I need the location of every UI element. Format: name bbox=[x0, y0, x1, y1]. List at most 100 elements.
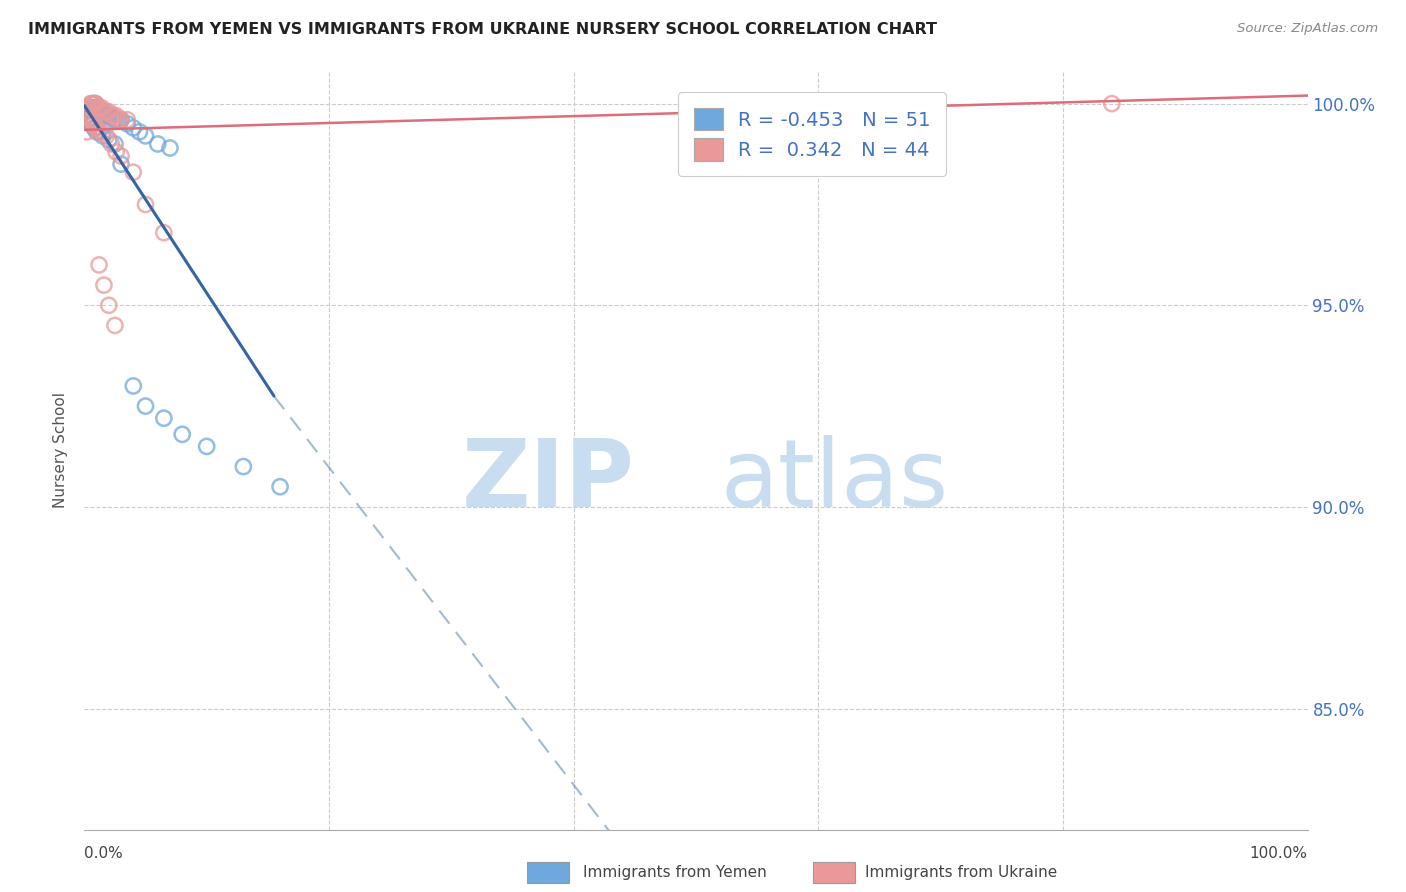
Point bbox=[91, 104, 114, 119]
Point bbox=[87, 101, 110, 115]
Point bbox=[87, 125, 110, 139]
Text: ZIP: ZIP bbox=[463, 434, 636, 527]
Point bbox=[84, 96, 107, 111]
Point bbox=[110, 157, 132, 171]
Point bbox=[100, 136, 122, 151]
Point bbox=[86, 125, 108, 139]
Point bbox=[90, 104, 112, 119]
Point bbox=[110, 149, 132, 163]
Point bbox=[103, 112, 125, 127]
Point bbox=[77, 112, 100, 127]
Point bbox=[80, 96, 103, 111]
Point bbox=[103, 109, 125, 123]
Point bbox=[79, 101, 101, 115]
Point bbox=[91, 128, 114, 143]
Point bbox=[97, 133, 120, 147]
Point bbox=[96, 128, 118, 143]
Point bbox=[77, 101, 100, 115]
Point bbox=[1101, 96, 1123, 111]
Point bbox=[153, 226, 176, 240]
Point bbox=[97, 109, 120, 123]
Point bbox=[96, 104, 118, 119]
Point bbox=[87, 125, 110, 139]
Point bbox=[104, 318, 127, 333]
Point bbox=[83, 120, 105, 135]
Point bbox=[135, 399, 157, 413]
Point bbox=[77, 109, 100, 123]
Point bbox=[84, 120, 107, 135]
Text: atlas: atlas bbox=[720, 434, 949, 527]
Point bbox=[82, 96, 104, 111]
Point bbox=[80, 117, 103, 131]
Point bbox=[79, 112, 101, 127]
Point bbox=[97, 104, 120, 119]
Point bbox=[89, 104, 111, 119]
Point bbox=[110, 112, 132, 127]
Point bbox=[172, 427, 194, 442]
Text: Immigrants from Yemen: Immigrants from Yemen bbox=[583, 865, 768, 880]
Point bbox=[82, 101, 104, 115]
Point bbox=[146, 136, 169, 151]
Point bbox=[82, 117, 104, 131]
Point bbox=[115, 112, 138, 127]
Point bbox=[269, 480, 291, 494]
Text: IMMIGRANTS FROM YEMEN VS IMMIGRANTS FROM UKRAINE NURSERY SCHOOL CORRELATION CHAR: IMMIGRANTS FROM YEMEN VS IMMIGRANTS FROM… bbox=[28, 22, 938, 37]
Point bbox=[83, 96, 105, 111]
Point bbox=[83, 117, 105, 131]
Point bbox=[77, 101, 100, 115]
Legend: R = -0.453   N = 51, R =  0.342   N = 44: R = -0.453 N = 51, R = 0.342 N = 44 bbox=[678, 93, 946, 177]
Point bbox=[107, 112, 129, 127]
Point bbox=[77, 101, 100, 115]
Point bbox=[93, 278, 115, 293]
Text: 100.0%: 100.0% bbox=[1250, 847, 1308, 862]
Point bbox=[122, 165, 145, 179]
Text: 0.0%: 0.0% bbox=[84, 847, 124, 862]
Point bbox=[195, 439, 218, 453]
Point bbox=[77, 109, 100, 123]
Point bbox=[86, 101, 108, 115]
Text: Immigrants from Ukraine: Immigrants from Ukraine bbox=[865, 865, 1057, 880]
Point bbox=[100, 109, 122, 123]
Point bbox=[94, 109, 117, 123]
Point bbox=[83, 96, 105, 111]
Text: Source: ZipAtlas.com: Source: ZipAtlas.com bbox=[1237, 22, 1378, 36]
Point bbox=[77, 101, 100, 115]
Point bbox=[79, 117, 101, 131]
Point bbox=[77, 112, 100, 127]
Point bbox=[135, 197, 157, 211]
Point bbox=[100, 109, 122, 123]
Point bbox=[76, 104, 98, 119]
Point bbox=[87, 258, 110, 272]
Y-axis label: Nursery School: Nursery School bbox=[53, 392, 69, 508]
Point bbox=[76, 101, 98, 115]
Point bbox=[79, 96, 101, 111]
Point bbox=[104, 136, 127, 151]
Point bbox=[86, 101, 108, 115]
Point bbox=[128, 125, 150, 139]
Point bbox=[84, 96, 107, 111]
Point bbox=[105, 112, 128, 127]
Point bbox=[105, 145, 128, 159]
Point bbox=[232, 459, 254, 474]
Point bbox=[122, 379, 145, 393]
Point bbox=[107, 112, 129, 127]
Point bbox=[76, 101, 98, 115]
Point bbox=[91, 125, 114, 139]
Point bbox=[76, 125, 98, 139]
Point bbox=[86, 120, 108, 135]
Point bbox=[84, 120, 107, 135]
Point bbox=[80, 101, 103, 115]
Point bbox=[115, 117, 138, 131]
Point bbox=[96, 109, 118, 123]
Point bbox=[153, 411, 176, 425]
Point bbox=[110, 112, 132, 127]
Point bbox=[87, 104, 110, 119]
Point bbox=[93, 104, 115, 119]
Point bbox=[97, 109, 120, 123]
Point bbox=[87, 101, 110, 115]
Point bbox=[135, 128, 157, 143]
Point bbox=[159, 141, 181, 155]
Point bbox=[90, 101, 112, 115]
Point bbox=[80, 112, 103, 127]
Point bbox=[105, 109, 128, 123]
